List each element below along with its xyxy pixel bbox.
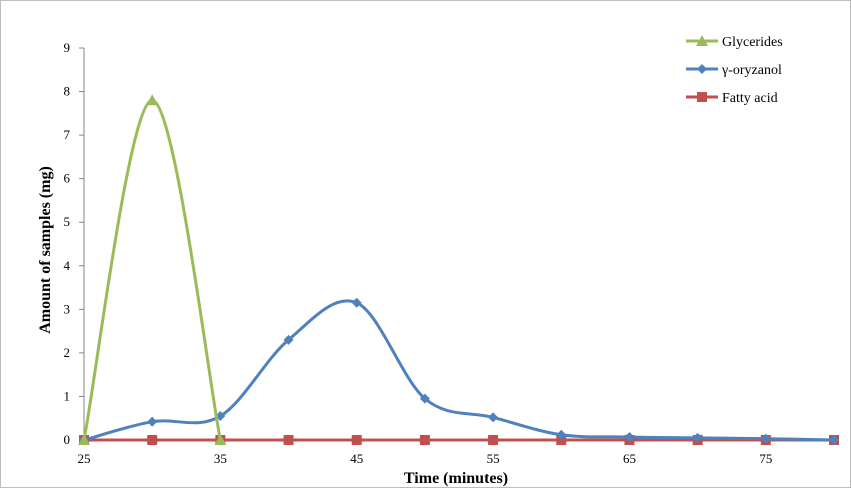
y-tick-label: 4 bbox=[64, 258, 71, 273]
data-point bbox=[419, 393, 430, 404]
data-point bbox=[829, 435, 839, 445]
data-point bbox=[556, 429, 567, 440]
x-tick-label: 45 bbox=[350, 451, 363, 466]
y-tick-label: 8 bbox=[64, 84, 71, 99]
data-point bbox=[78, 434, 90, 445]
x-tick-label: 65 bbox=[623, 451, 636, 466]
legend: Glycerides γ-oryzanol Fatty acid bbox=[686, 35, 783, 106]
y-tick-label: 0 bbox=[64, 432, 71, 447]
data-point bbox=[146, 94, 159, 106]
legend-label: γ-oryzanol bbox=[721, 63, 782, 78]
data-point bbox=[147, 435, 158, 445]
y-tick-label: 1 bbox=[64, 388, 71, 403]
legend-item: γ-oryzanol bbox=[686, 63, 782, 78]
series-line bbox=[82, 299, 836, 442]
legend-swatch-marker bbox=[697, 64, 707, 74]
legend-item: Fatty acid bbox=[686, 91, 778, 106]
series-0 bbox=[78, 94, 227, 445]
y-axis-title: Amount of samples (mg) bbox=[37, 166, 54, 334]
data-point bbox=[760, 433, 771, 444]
series-1 bbox=[79, 297, 839, 445]
legend-label: Fatty acid bbox=[722, 91, 778, 106]
x-axis-title: Time (minutes) bbox=[404, 470, 508, 487]
y-tick-label: 5 bbox=[64, 214, 71, 229]
legend-label: Glycerides bbox=[722, 35, 783, 50]
data-point bbox=[624, 431, 635, 442]
y-tick-label: 2 bbox=[64, 345, 71, 360]
data-point bbox=[488, 435, 499, 445]
legend-item: Glycerides bbox=[686, 35, 783, 50]
data-point bbox=[419, 435, 430, 445]
data-point bbox=[556, 435, 567, 445]
series-line bbox=[82, 98, 222, 442]
x-tick-label: 35 bbox=[214, 451, 227, 466]
data-point bbox=[488, 412, 499, 423]
x-tick-label: 25 bbox=[78, 451, 91, 466]
data-point bbox=[283, 435, 294, 445]
series-layer bbox=[78, 94, 839, 445]
y-tick-label: 6 bbox=[64, 171, 71, 186]
data-point bbox=[351, 297, 362, 308]
data-point bbox=[147, 416, 158, 427]
data-point bbox=[692, 432, 703, 443]
x-tick-label: 55 bbox=[487, 451, 500, 466]
data-point bbox=[351, 435, 362, 445]
y-tick-label: 3 bbox=[64, 301, 71, 316]
x-tick-label: 75 bbox=[759, 451, 772, 466]
y-tick-label: 7 bbox=[64, 127, 71, 142]
legend-swatch-marker bbox=[696, 35, 708, 46]
data-point bbox=[214, 434, 227, 445]
series-2 bbox=[79, 435, 839, 445]
legend-swatch-marker bbox=[697, 92, 707, 102]
y-tick-label: 9 bbox=[64, 40, 71, 55]
data-point bbox=[283, 334, 294, 345]
